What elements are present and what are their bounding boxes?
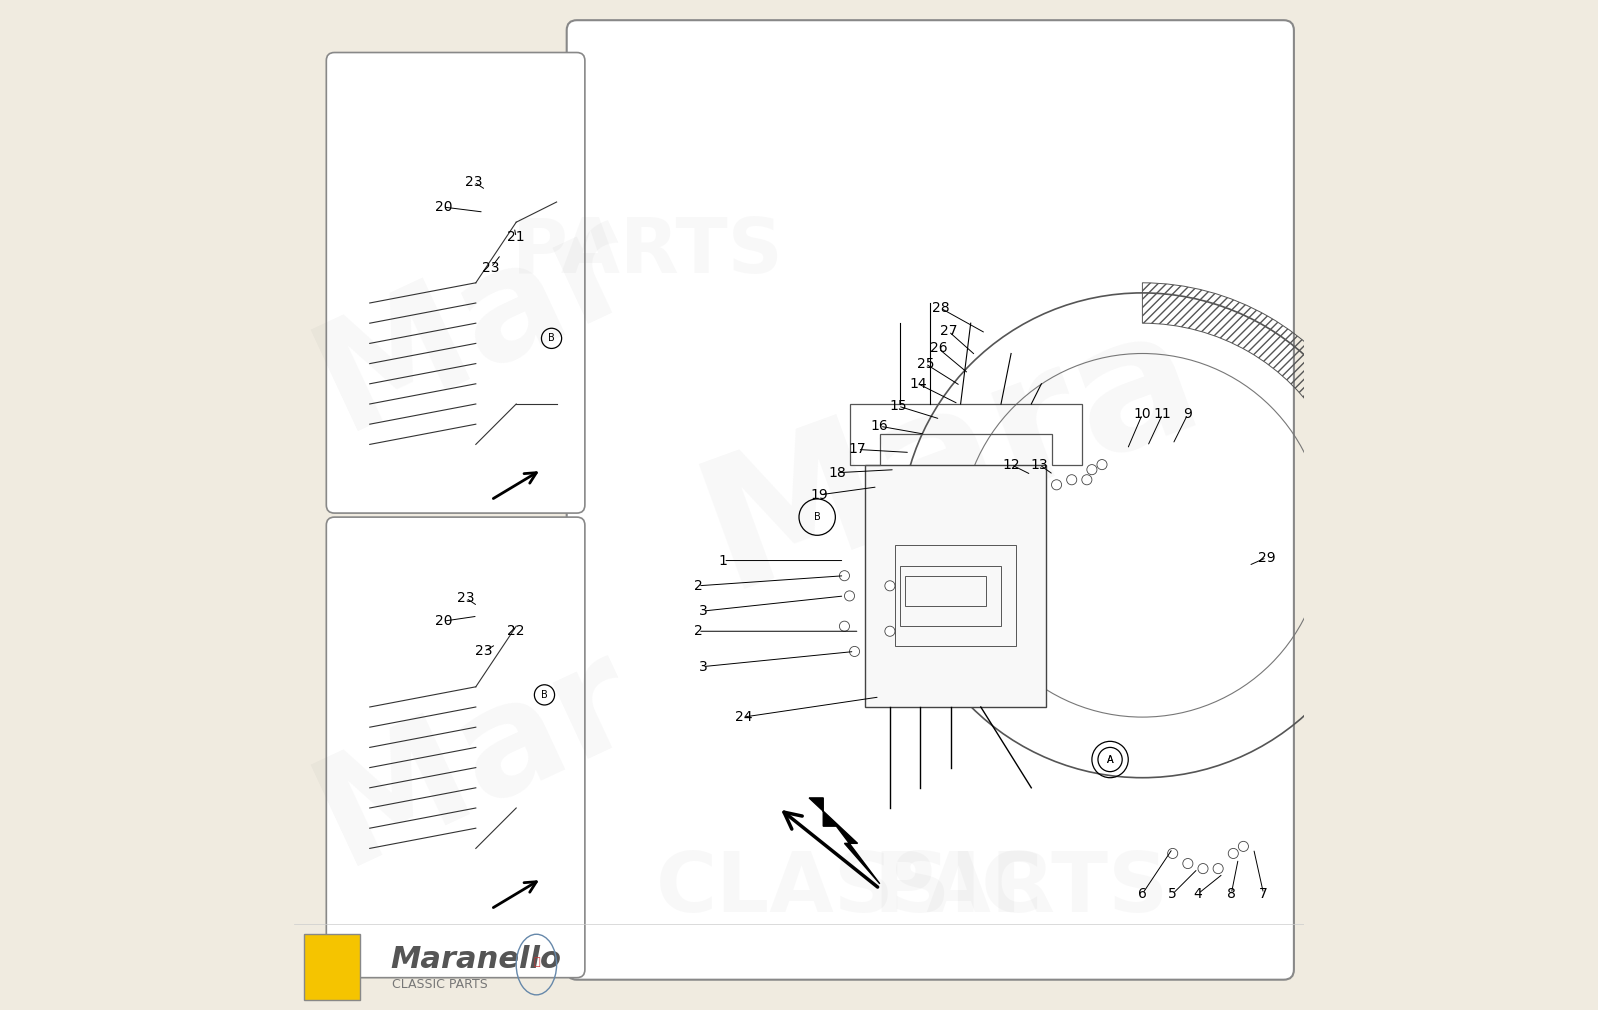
Text: 23: 23 bbox=[483, 261, 500, 275]
Circle shape bbox=[1066, 475, 1077, 485]
Text: 15: 15 bbox=[888, 399, 906, 413]
Circle shape bbox=[1082, 475, 1091, 485]
Text: 5: 5 bbox=[1168, 887, 1178, 901]
Text: Mara: Mara bbox=[679, 284, 1221, 625]
Bar bbox=[904, 576, 986, 606]
FancyBboxPatch shape bbox=[567, 20, 1294, 980]
Text: 4: 4 bbox=[1194, 887, 1202, 901]
Bar bbox=[900, 566, 1000, 626]
Text: 28: 28 bbox=[932, 301, 949, 315]
Text: B: B bbox=[548, 333, 555, 343]
Text: 16: 16 bbox=[871, 419, 888, 433]
Polygon shape bbox=[809, 798, 880, 884]
Circle shape bbox=[1096, 460, 1107, 470]
Circle shape bbox=[1168, 848, 1178, 858]
Text: 8: 8 bbox=[1227, 887, 1235, 901]
Text: A: A bbox=[1107, 754, 1114, 765]
Text: 22: 22 bbox=[508, 624, 526, 638]
Text: A: A bbox=[1107, 754, 1114, 765]
Text: Maranello: Maranello bbox=[390, 945, 561, 974]
Text: B: B bbox=[813, 512, 820, 522]
Text: 6: 6 bbox=[1138, 887, 1147, 901]
Bar bbox=[304, 934, 360, 1000]
Text: PARTS: PARTS bbox=[511, 215, 783, 290]
Text: ⛅: ⛅ bbox=[534, 956, 540, 967]
Text: 2: 2 bbox=[694, 624, 703, 638]
Circle shape bbox=[1213, 864, 1222, 874]
Text: 11: 11 bbox=[1154, 407, 1171, 421]
Text: 24: 24 bbox=[735, 710, 753, 724]
Circle shape bbox=[839, 571, 850, 581]
Text: B: B bbox=[542, 690, 548, 700]
Text: 18: 18 bbox=[828, 466, 847, 480]
Bar bbox=[895, 545, 1016, 646]
Text: 17: 17 bbox=[849, 442, 866, 457]
Text: 13: 13 bbox=[1031, 458, 1048, 472]
Text: CLASSIC: CLASSIC bbox=[655, 848, 1043, 929]
Text: 21: 21 bbox=[508, 230, 526, 244]
Text: 23: 23 bbox=[465, 175, 483, 189]
Circle shape bbox=[1087, 465, 1096, 475]
Text: 9: 9 bbox=[1184, 407, 1192, 421]
Circle shape bbox=[844, 591, 855, 601]
Circle shape bbox=[1198, 864, 1208, 874]
Text: 12: 12 bbox=[1002, 458, 1020, 472]
Circle shape bbox=[885, 626, 895, 636]
Text: 2: 2 bbox=[694, 579, 703, 593]
Circle shape bbox=[839, 621, 850, 631]
FancyBboxPatch shape bbox=[865, 465, 1047, 707]
Circle shape bbox=[850, 646, 860, 656]
Text: 23: 23 bbox=[457, 591, 475, 605]
Circle shape bbox=[885, 581, 895, 591]
Text: 23: 23 bbox=[475, 644, 492, 659]
Text: 7: 7 bbox=[1259, 887, 1267, 901]
Text: 25: 25 bbox=[917, 357, 933, 371]
Text: 14: 14 bbox=[909, 377, 927, 391]
Text: 27: 27 bbox=[940, 324, 957, 338]
FancyBboxPatch shape bbox=[326, 517, 585, 978]
Circle shape bbox=[1183, 858, 1192, 869]
Circle shape bbox=[1238, 841, 1248, 851]
Text: 1: 1 bbox=[719, 553, 727, 568]
Text: Mar: Mar bbox=[294, 620, 657, 895]
Text: 26: 26 bbox=[930, 341, 948, 356]
Text: 3: 3 bbox=[698, 604, 708, 618]
Text: CLASSIC PARTS: CLASSIC PARTS bbox=[392, 979, 487, 991]
Text: 20: 20 bbox=[435, 614, 452, 628]
Text: 3: 3 bbox=[698, 660, 708, 674]
Circle shape bbox=[1051, 480, 1061, 490]
Text: 19: 19 bbox=[810, 488, 828, 502]
Text: 20: 20 bbox=[435, 200, 452, 214]
FancyBboxPatch shape bbox=[326, 53, 585, 513]
Text: 10: 10 bbox=[1133, 407, 1151, 421]
Circle shape bbox=[1229, 848, 1238, 858]
Text: 29: 29 bbox=[1258, 550, 1275, 565]
Text: Mar: Mar bbox=[294, 186, 657, 461]
Text: PARTS: PARTS bbox=[874, 848, 1168, 929]
